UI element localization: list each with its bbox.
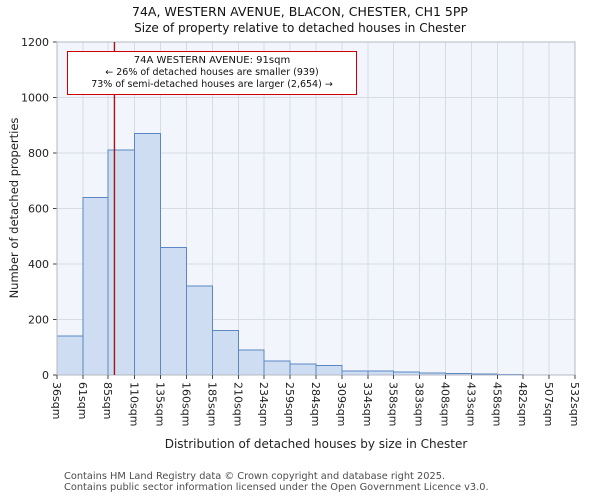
histogram-bar: [212, 330, 240, 376]
x-tick-label: 482sqm: [516, 382, 529, 426]
y-tick-label: 800: [28, 147, 49, 160]
x-tick-label-group: 234sqm: [257, 382, 270, 426]
x-tick-label: 85sqm: [101, 382, 114, 419]
y-axis-label: Number of detached properties: [7, 117, 21, 299]
histogram-bar: [341, 370, 369, 376]
x-tick-label: 135sqm: [153, 382, 166, 426]
x-tick-label-group: 507sqm: [542, 382, 555, 426]
x-tick-label: 284sqm: [309, 382, 322, 426]
y-tick-label: 600: [28, 202, 49, 215]
annotation-smaller-share: ← 26% of detached houses are smaller (93…: [105, 67, 319, 78]
footer-copyright: Contains HM Land Registry data © Crown c…: [64, 471, 446, 482]
histogram-bar: [238, 349, 265, 376]
y-tick-label: 1000: [21, 91, 49, 104]
x-tick-label: 309sqm: [335, 382, 348, 426]
annotation-property-size: 74A WESTERN AVENUE: 91sqm: [133, 55, 291, 66]
x-tick-label-group: 185sqm: [206, 382, 219, 426]
histogram-bar: [315, 364, 343, 376]
x-tick-label: 532sqm: [568, 382, 581, 426]
x-tick-label: 36sqm: [50, 382, 63, 419]
x-tick-label: 334sqm: [361, 382, 374, 426]
x-tick-label: 210sqm: [232, 382, 245, 426]
x-tick-label-group: 110sqm: [127, 382, 140, 426]
x-tick-label-group: 309sqm: [335, 382, 348, 426]
x-tick-label-group: 433sqm: [465, 382, 478, 426]
x-tick-label: 383sqm: [412, 382, 425, 426]
x-tick-label-group: 259sqm: [283, 382, 296, 426]
x-tick-label-group: 210sqm: [232, 382, 245, 426]
x-tick-label: 358sqm: [386, 382, 399, 426]
x-tick-label-group: 160sqm: [180, 382, 193, 426]
x-axis-label: Distribution of detached houses by size …: [164, 437, 468, 451]
histogram-bar: [56, 335, 84, 376]
x-tick-label: 433sqm: [465, 382, 478, 426]
x-tick-label-group: 408sqm: [439, 382, 452, 426]
x-tick-label-group: 358sqm: [386, 382, 399, 426]
x-tick-label: 507sqm: [542, 382, 555, 426]
y-tick-label: 400: [28, 258, 49, 271]
histogram-bar: [159, 246, 187, 376]
x-tick-label-group: 532sqm: [568, 382, 581, 426]
histogram-bar: [107, 149, 135, 376]
footer-licence: Contains public sector information licen…: [64, 482, 489, 493]
histogram-bar: [367, 370, 394, 376]
x-tick-label-group: 135sqm: [153, 382, 166, 426]
y-tick-label: 1200: [21, 36, 49, 49]
histogram-bar: [186, 285, 214, 376]
histogram-bar: [263, 360, 291, 376]
histogram-bar: [82, 196, 109, 376]
x-tick-label-group: 284sqm: [309, 382, 322, 426]
y-tick-label: 0: [42, 369, 49, 382]
x-tick-label-group: 482sqm: [516, 382, 529, 426]
x-tick-label: 458sqm: [491, 382, 504, 426]
annotation-larger-share: 73% of semi-detached houses are larger (…: [91, 79, 333, 90]
x-tick-label: 160sqm: [180, 382, 193, 426]
histogram-bar: [289, 363, 317, 376]
x-tick-label: 234sqm: [257, 382, 270, 426]
x-tick-label: 408sqm: [439, 382, 452, 426]
x-tick-label-group: 85sqm: [101, 382, 114, 419]
annotation-box: 74A WESTERN AVENUE: 91sqm ← 26% of detac…: [67, 51, 357, 95]
x-tick-label-group: 458sqm: [491, 382, 504, 426]
x-tick-label: 259sqm: [283, 382, 296, 426]
histogram-bar: [133, 133, 161, 376]
chart-title: 74A, WESTERN AVENUE, BLACON, CHESTER, CH…: [132, 4, 468, 19]
x-tick-label: 61sqm: [76, 382, 89, 419]
x-tick-label-group: 36sqm: [50, 382, 63, 419]
y-tick-label: 200: [28, 313, 49, 326]
x-tick-label-group: 61sqm: [76, 382, 89, 419]
chart-subtitle: Size of property relative to detached ho…: [134, 21, 466, 35]
x-tick-label: 185sqm: [206, 382, 219, 426]
x-tick-label: 110sqm: [127, 382, 140, 426]
x-tick-label-group: 334sqm: [361, 382, 374, 426]
x-tick-label-group: 383sqm: [412, 382, 425, 426]
